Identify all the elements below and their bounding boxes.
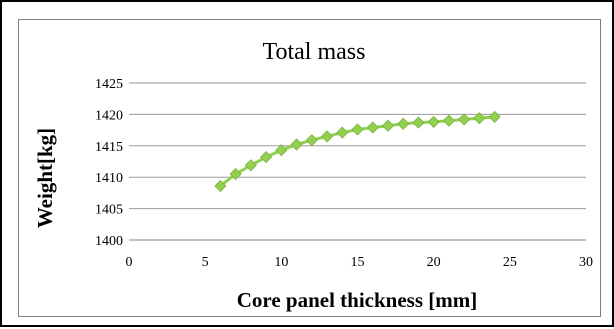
data-point-marker bbox=[229, 167, 242, 181]
data-point-marker bbox=[320, 130, 334, 143]
data-point-marker bbox=[427, 115, 440, 129]
data-point-marker bbox=[412, 116, 425, 129]
x-tick-label: 10 bbox=[274, 255, 288, 270]
gridlines bbox=[129, 82, 586, 241]
data-point-marker bbox=[214, 179, 227, 193]
x-tick-label: 20 bbox=[427, 255, 441, 270]
y-tick-label: 1420 bbox=[95, 108, 123, 123]
data-point-marker bbox=[442, 114, 455, 127]
data-point-marker bbox=[305, 134, 318, 147]
y-axis-ticks: 1400 1405 1410 1415 1420 1425 bbox=[95, 77, 123, 249]
data-point-marker bbox=[488, 110, 501, 123]
y-axis-label: Weight[kg] bbox=[33, 128, 57, 228]
y-tick-label: 1400 bbox=[95, 234, 123, 249]
data-point-marker bbox=[275, 144, 288, 157]
data-point-marker bbox=[351, 123, 364, 136]
y-tick-label: 1405 bbox=[95, 203, 123, 218]
data-point-marker bbox=[397, 117, 410, 130]
x-tick-label: 0 bbox=[126, 255, 133, 270]
data-point-marker bbox=[381, 119, 395, 132]
x-axis-label: Core panel thickness [mm] bbox=[237, 288, 478, 312]
chart-title: Total mass bbox=[263, 39, 366, 65]
x-tick-label: 5 bbox=[202, 255, 209, 270]
data-point-marker bbox=[458, 113, 471, 126]
x-tick-label: 25 bbox=[503, 255, 517, 270]
data-point-marker bbox=[473, 112, 486, 125]
data-point-marker bbox=[244, 159, 257, 172]
data-point-marker bbox=[366, 121, 379, 134]
x-tick-label: 15 bbox=[351, 255, 365, 270]
y-tick-label: 1425 bbox=[95, 77, 123, 92]
x-axis-ticks: 0 5 10 15 20 25 30 bbox=[126, 255, 594, 270]
data-point-marker bbox=[290, 138, 303, 151]
data-point-marker bbox=[260, 151, 273, 164]
x-tick-label: 30 bbox=[579, 255, 593, 270]
data-point-marker bbox=[336, 126, 349, 139]
series-group bbox=[214, 110, 501, 193]
chart-area bbox=[18, 19, 601, 317]
y-tick-label: 1410 bbox=[95, 171, 123, 186]
y-tick-label: 1415 bbox=[95, 140, 123, 155]
